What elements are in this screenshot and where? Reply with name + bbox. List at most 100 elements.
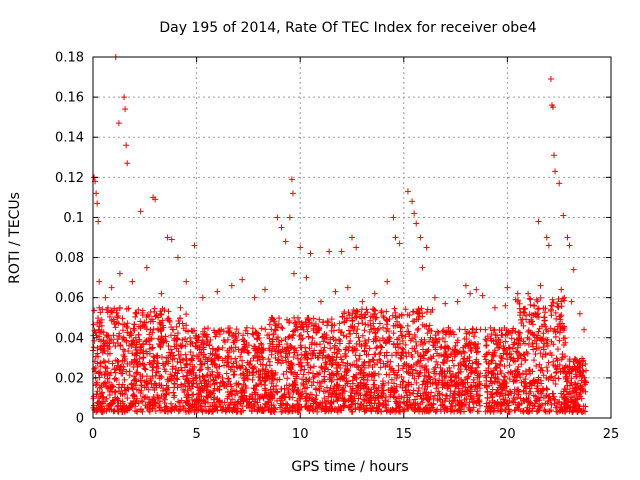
data-point	[235, 380, 242, 387]
data-point	[257, 340, 264, 347]
data-point	[301, 366, 308, 373]
data-point	[372, 336, 379, 343]
data-point	[383, 338, 390, 345]
data-point	[577, 382, 584, 389]
data-point	[562, 335, 569, 342]
data-point	[95, 315, 102, 322]
data-point	[250, 372, 257, 379]
data-point	[138, 397, 145, 404]
data-point	[521, 306, 528, 313]
data-point	[391, 380, 398, 387]
data-point	[296, 333, 303, 340]
data-point	[104, 342, 111, 349]
data-point	[259, 354, 266, 361]
data-point	[160, 324, 167, 331]
data-point	[158, 319, 165, 326]
data-point	[174, 376, 181, 383]
data-point	[367, 322, 374, 329]
data-point	[190, 369, 197, 376]
data-point	[530, 331, 537, 338]
data-point	[398, 352, 405, 359]
data-point	[371, 400, 378, 407]
data-point	[386, 371, 393, 378]
data-point	[195, 337, 202, 344]
data-point	[129, 341, 136, 348]
data-point	[258, 381, 265, 388]
data-point	[548, 352, 555, 359]
data-point	[406, 312, 413, 319]
data-point	[152, 196, 159, 203]
data-point	[109, 360, 116, 367]
data-point	[274, 388, 281, 395]
data-point	[259, 361, 266, 368]
data-point	[530, 392, 537, 399]
data-point	[165, 308, 172, 315]
data-point	[244, 349, 251, 356]
data-point	[117, 343, 124, 350]
data-point	[128, 401, 135, 408]
data-point	[104, 365, 111, 372]
data-point	[466, 384, 473, 391]
data-point	[355, 334, 362, 341]
data-point	[369, 371, 376, 378]
data-point	[442, 349, 449, 356]
data-point	[216, 398, 223, 405]
data-point	[91, 307, 98, 314]
data-point	[96, 319, 103, 326]
data-point	[246, 399, 253, 406]
data-point	[379, 387, 386, 394]
data-point	[216, 397, 223, 404]
data-point	[95, 218, 102, 225]
data-point	[405, 381, 412, 388]
data-point	[242, 344, 249, 351]
data-point	[94, 406, 101, 413]
data-point	[568, 408, 575, 415]
data-point	[420, 390, 427, 397]
data-point	[125, 305, 132, 312]
data-point	[411, 318, 418, 325]
data-point	[285, 390, 292, 397]
data-point	[302, 398, 309, 405]
data-point	[112, 396, 119, 403]
data-point	[144, 381, 151, 388]
data-point	[193, 380, 200, 387]
data-point	[468, 396, 475, 403]
data-point	[183, 311, 190, 318]
data-point	[414, 359, 421, 366]
data-point	[174, 254, 181, 261]
data-point	[183, 357, 190, 364]
data-point	[487, 335, 494, 342]
data-point	[572, 356, 579, 363]
data-point	[324, 397, 331, 404]
data-point	[291, 320, 298, 327]
data-point	[115, 120, 122, 127]
data-point	[399, 365, 406, 372]
data-point	[574, 401, 581, 408]
data-point	[215, 345, 222, 352]
data-point	[463, 330, 470, 337]
data-point	[138, 343, 145, 350]
data-point	[141, 365, 148, 372]
data-point	[462, 282, 469, 289]
data-point	[258, 341, 265, 348]
x-tick-label: 20	[499, 427, 516, 442]
data-point	[361, 347, 368, 354]
data-point	[518, 361, 525, 368]
data-point	[104, 350, 111, 357]
data-point	[174, 336, 181, 343]
data-point	[411, 345, 418, 352]
data-point	[293, 373, 300, 380]
data-point	[133, 310, 140, 317]
data-point	[178, 343, 185, 350]
data-point	[515, 340, 522, 347]
data-point	[440, 381, 447, 388]
data-point	[474, 348, 481, 355]
data-point	[169, 405, 176, 412]
data-point	[449, 403, 456, 410]
data-point	[422, 405, 429, 412]
data-point	[455, 362, 462, 369]
data-point	[367, 389, 374, 396]
data-point	[294, 401, 301, 408]
data-point	[489, 351, 496, 358]
data-point	[532, 310, 539, 317]
